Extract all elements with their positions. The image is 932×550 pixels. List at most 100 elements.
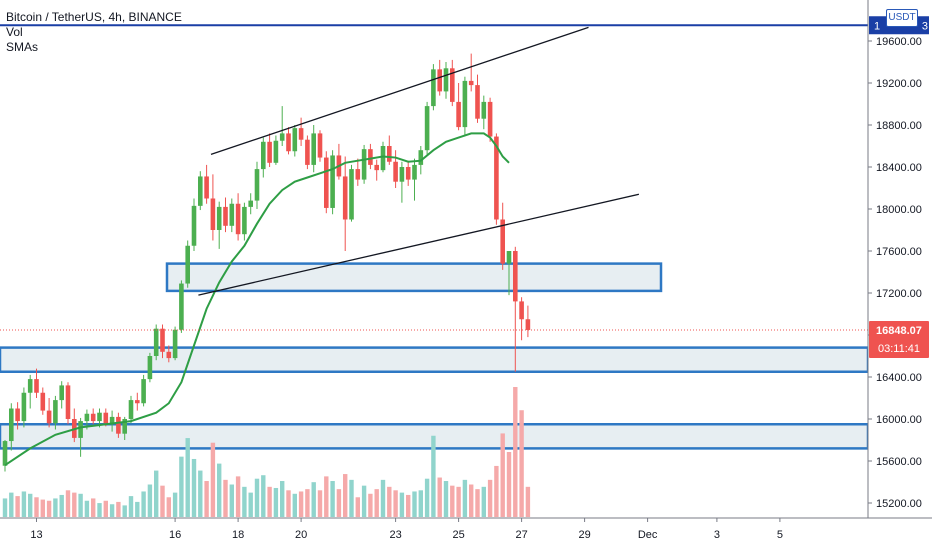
candle-body	[475, 85, 480, 119]
volume-bar	[349, 479, 354, 517]
volume-bar	[34, 497, 39, 517]
currency-button[interactable]: USDT	[886, 9, 918, 27]
candle-body	[368, 149, 373, 165]
candle-body	[424, 106, 430, 151]
volume-bar	[273, 487, 279, 517]
volume-bar	[141, 491, 146, 517]
y-tick-label: 19200.00	[876, 78, 922, 90]
candle-body	[342, 176, 348, 220]
candle-body	[519, 301, 524, 320]
volume-bar	[450, 485, 455, 517]
candle-body	[481, 101, 487, 119]
candle-body	[387, 146, 392, 162]
volume-bar	[437, 477, 442, 517]
candle-body	[185, 245, 190, 284]
volume-bar	[361, 485, 367, 517]
y-axis-background	[868, 0, 932, 550]
volume-bar	[103, 500, 108, 517]
candle-body	[160, 328, 165, 352]
volume-bar	[21, 491, 27, 517]
y-tick-label: 18800.00	[876, 120, 922, 132]
candle-body	[229, 203, 235, 226]
candle-body	[298, 128, 304, 140]
volume-bar	[292, 493, 297, 517]
x-tick-label: 20	[295, 529, 307, 541]
candle-body	[53, 400, 58, 424]
y-tick-label: 19600.00	[876, 36, 922, 48]
candle-body	[500, 219, 505, 264]
volume-bar	[267, 486, 272, 517]
candle-body	[191, 205, 197, 246]
x-tick-label: 18	[232, 529, 244, 541]
x-tick-label: 16	[169, 529, 181, 541]
volume-bar	[286, 490, 291, 517]
volume-bar	[261, 475, 266, 517]
candle-body	[374, 164, 379, 171]
candle-body	[286, 133, 291, 152]
y-tick-label: 18400.00	[876, 162, 922, 174]
candle-body	[147, 356, 153, 380]
chart-legend: Bitcoin / TetherUS, 4h, BINANCE Vol SMAs	[6, 10, 182, 55]
zone-rect	[165, 262, 663, 293]
volume-bar	[424, 478, 430, 517]
volume-bar	[191, 458, 197, 517]
volume-bar	[380, 479, 386, 517]
candle-body	[34, 379, 39, 393]
candle-body	[513, 251, 518, 302]
trendline	[210, 26, 589, 156]
candle-body	[21, 392, 27, 422]
volume-bar	[116, 501, 121, 517]
indicator-lines	[0, 24, 868, 467]
volume-bar	[456, 486, 461, 517]
volume-bar	[46, 500, 52, 517]
volume-bar	[179, 456, 184, 517]
candle-body	[494, 136, 499, 220]
countdown-label: 03:11:41	[878, 343, 920, 355]
candle-body	[292, 128, 298, 152]
candle-body	[450, 68, 455, 102]
candle-body	[122, 419, 127, 434]
volume-bar	[393, 490, 398, 517]
x-axis-background	[0, 518, 932, 550]
volume-bar	[387, 486, 392, 517]
candle-body	[116, 416, 121, 434]
volume-bar	[462, 479, 468, 517]
volume-bar	[135, 501, 140, 517]
candle-body	[141, 379, 146, 404]
volume-bar	[53, 498, 58, 517]
candle-body	[2, 441, 8, 466]
candle-body	[399, 167, 405, 182]
x-tick-label: 27	[515, 529, 527, 541]
volume-bar	[84, 500, 90, 517]
candle-body	[431, 69, 436, 107]
x-tick-label: 25	[452, 529, 464, 541]
x-tick-label: 3	[714, 529, 720, 541]
volume-bar	[109, 504, 115, 517]
candle-body	[103, 412, 109, 424]
volume-bar	[500, 433, 505, 517]
volume-bar	[305, 489, 310, 517]
volume-bar	[343, 474, 348, 517]
candle-body	[235, 203, 241, 235]
volume-bar	[330, 481, 335, 517]
candle-body	[109, 416, 115, 424]
volume-bar	[399, 492, 405, 517]
volume-bar	[59, 494, 64, 517]
volume-bar	[28, 493, 33, 517]
candle-body	[330, 155, 335, 208]
candle-body	[97, 412, 102, 422]
candle-body	[254, 169, 260, 201]
y-tick-label: 16400.00	[876, 372, 922, 384]
candle-body	[40, 392, 46, 411]
candle-body	[46, 410, 52, 424]
volume-bar	[40, 499, 45, 517]
y-tick-label: 18000.00	[876, 204, 922, 216]
candle-body	[462, 80, 468, 128]
volume-bar	[324, 476, 329, 517]
trendline	[198, 193, 640, 296]
volume-bar	[311, 482, 316, 517]
x-tick-label: 13	[30, 529, 42, 541]
volume-bars	[2, 387, 531, 517]
